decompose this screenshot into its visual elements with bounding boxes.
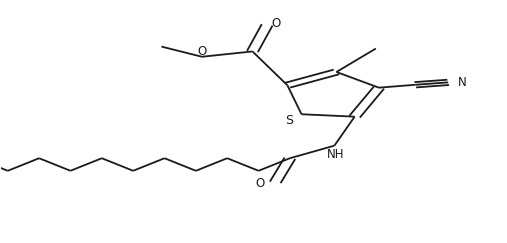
Text: NH: NH [327, 148, 344, 161]
Text: N: N [458, 76, 466, 89]
Text: O: O [197, 45, 206, 58]
Text: O: O [256, 177, 265, 190]
Text: O: O [272, 17, 281, 30]
Text: S: S [285, 114, 293, 127]
